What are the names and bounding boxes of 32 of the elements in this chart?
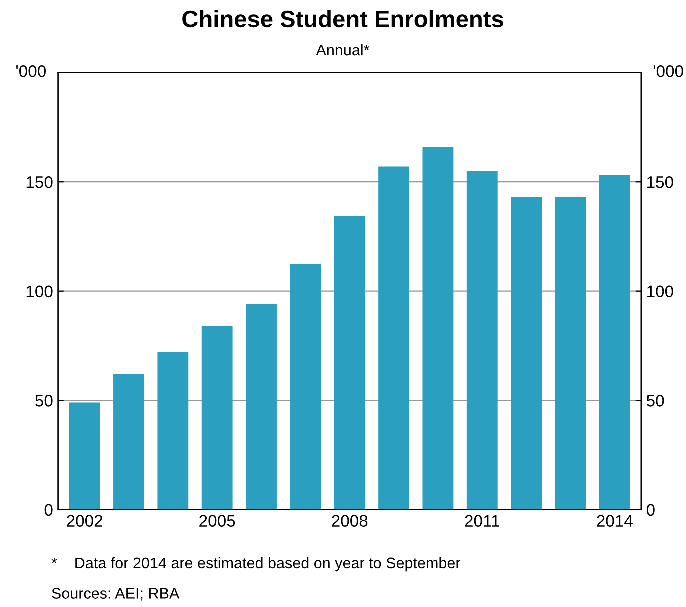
y2-tick-label: 150 — [648, 176, 674, 188]
y-tick-label: 100 — [26, 286, 53, 298]
y-axis-title: '000 — [16, 66, 46, 78]
y2-tick-label: 50 — [646, 395, 664, 407]
bar — [334, 216, 366, 510]
bar — [114, 374, 144, 510]
bar — [290, 264, 322, 510]
bar — [511, 197, 542, 510]
x-tick-label: 2011 — [465, 515, 500, 527]
y2-axis-title: '000 — [654, 66, 684, 78]
x-tick-label: 2005 — [200, 515, 236, 527]
chart-subtitle: Annual* — [316, 44, 370, 56]
bar — [466, 171, 498, 510]
y-tick-label: 50 — [36, 395, 53, 407]
x-tick-label: 2014 — [597, 515, 633, 527]
bar — [158, 352, 189, 510]
text: * Data for 2014 are estimated based on year to September — [52, 557, 461, 572]
bar — [246, 304, 277, 510]
bar — [69, 402, 100, 510]
bar — [422, 147, 454, 510]
y-tick-label: 0 — [44, 504, 53, 516]
bar — [378, 166, 410, 510]
x-tick-label: 2002 — [67, 515, 103, 527]
source-note: Sources: AEI; RBA — [52, 588, 180, 601]
y2-tick-label: 100 — [648, 286, 674, 298]
bar — [202, 326, 233, 510]
y2-tick-label: 0 — [646, 504, 655, 516]
bar — [599, 176, 630, 510]
y-tick-label: 150 — [26, 176, 53, 188]
bar — [555, 197, 586, 510]
chart-title: Chinese Student Enrolments — [182, 10, 504, 28]
x-tick-label: 2008 — [332, 515, 368, 527]
